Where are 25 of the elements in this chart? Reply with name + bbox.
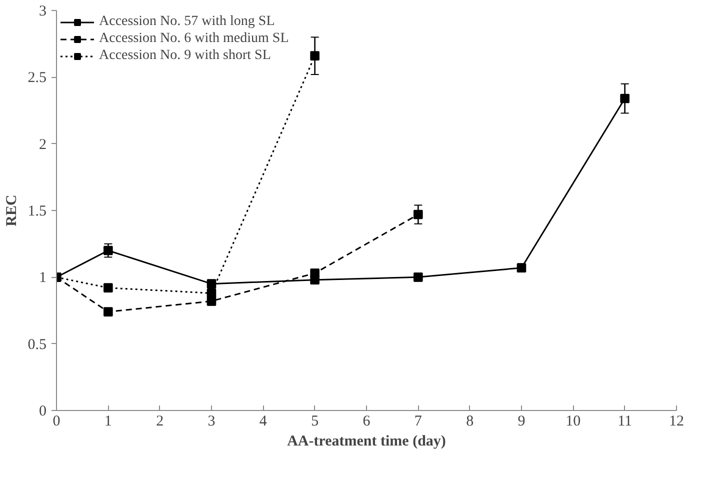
x-axis-title: AA-treatment time (day) xyxy=(287,434,446,450)
x-tick-label: 10 xyxy=(566,414,581,430)
x-tick-label: 3 xyxy=(208,414,216,430)
y-tick-label: 0 xyxy=(39,404,46,420)
x-tick-label: 6 xyxy=(362,414,371,430)
x-tick-label: 12 xyxy=(669,414,684,430)
y-tick-label: 0.5 xyxy=(28,336,46,353)
x-tick-label: 7 xyxy=(414,414,422,430)
legend-label: Accession No. 9 with short SL xyxy=(99,48,271,64)
x-tick-label: 4 xyxy=(259,414,268,430)
x-tick-label: 8 xyxy=(466,414,474,430)
x-tick-label: 2 xyxy=(156,414,164,430)
x-tick-label: 5 xyxy=(311,414,319,430)
y-tick-label: 2 xyxy=(39,136,46,153)
x-tick-label: 9 xyxy=(518,414,526,430)
y-tick-label: 2.5 xyxy=(28,70,46,86)
y-tick-label: 3 xyxy=(39,4,46,20)
y-axis-title: REC xyxy=(4,194,20,226)
y-tick-label: 1 xyxy=(39,270,46,286)
x-tick-label: 0 xyxy=(52,414,60,430)
x-tick-label: 11 xyxy=(618,414,632,430)
legend-label: Accession No. 57 with long SL xyxy=(99,14,275,30)
y-tick-label: 1.5 xyxy=(28,204,46,220)
legend-label: Accession No. 6 with medium SL xyxy=(99,31,289,47)
x-tick-label: 1 xyxy=(104,414,112,430)
